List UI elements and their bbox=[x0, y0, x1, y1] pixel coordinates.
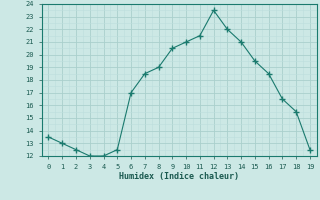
X-axis label: Humidex (Indice chaleur): Humidex (Indice chaleur) bbox=[119, 172, 239, 181]
